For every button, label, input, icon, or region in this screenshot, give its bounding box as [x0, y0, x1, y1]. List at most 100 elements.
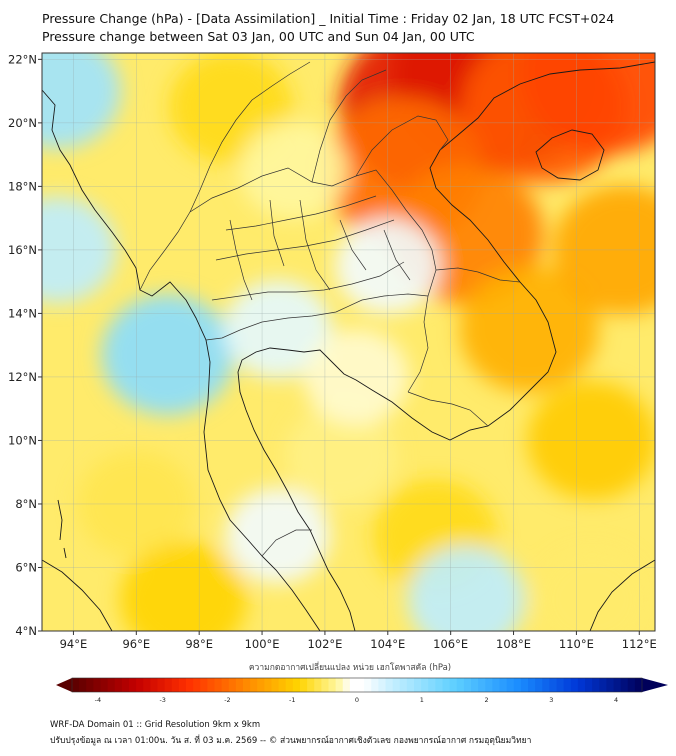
colorbar-segment: [414, 678, 422, 692]
colorbar-segment: [392, 678, 401, 692]
colorbar-segment: [114, 678, 123, 692]
field-cell: [223, 280, 332, 379]
y-tick-label: 22°N: [8, 52, 37, 66]
field-cell: [42, 53, 122, 149]
sumatra-coast: [42, 559, 113, 631]
colorbar-segment: [136, 678, 144, 692]
colorbar-segment: [72, 678, 80, 692]
colorbar-segment: [335, 678, 344, 692]
colorbar-tick-label: 2: [484, 696, 488, 704]
colorbar-segment: [300, 678, 308, 692]
field-cell: [225, 487, 331, 584]
colorbar-segment: [129, 678, 137, 692]
colorbar-segment: [577, 678, 586, 692]
colorbar-segment: [428, 678, 436, 692]
colorbar-segment: [264, 678, 273, 692]
colorbar-segment: [342, 678, 351, 692]
x-tick-label: 112°E: [622, 637, 657, 651]
colorbar-tick-label: 3: [549, 696, 553, 704]
colorbar-tick-label: 0: [355, 696, 359, 704]
y-tick-label: 18°N: [8, 179, 37, 193]
y-tick-label: 20°N: [8, 116, 37, 130]
colorbar-segment: [549, 678, 558, 692]
thai-gulf-coastline: [237, 61, 655, 631]
colorbar-segment: [613, 678, 622, 692]
y-tick-label: 6°N: [15, 560, 37, 574]
colorbar-segment: [93, 678, 102, 692]
country-borders: [139, 61, 521, 557]
colorbar-segment: [314, 678, 322, 692]
colorbar-segment: [100, 678, 109, 692]
colorbar-segment: [627, 678, 636, 692]
colorbar-segment: [499, 678, 508, 692]
colorbar-title: ความกดอากาศเปลี่ยนแปลง หน่วย เฮกโตพาสคัล…: [249, 661, 451, 673]
colorbar-segment: [243, 678, 251, 692]
colorbar-segment: [371, 678, 379, 692]
coastlines-and-borders: [42, 61, 655, 631]
colorbar-segment: [86, 678, 94, 692]
colorbar-segment: [399, 678, 408, 692]
colorbar-segment: [186, 678, 194, 692]
colorbar-segment: [556, 678, 565, 692]
pressure-field: [42, 53, 655, 631]
x-tick-label: 94°E: [60, 637, 88, 651]
colorbar-segment: [606, 678, 615, 692]
colorbar-segment: [193, 678, 201, 692]
y-tick-label: 14°N: [8, 306, 37, 320]
field-blobs: [42, 53, 655, 631]
colorbar-segment: [349, 678, 358, 692]
colorbar-segment: [492, 678, 501, 692]
colorbar-segment: [471, 678, 479, 692]
colorbar-segment: [221, 678, 230, 692]
colorbar-segment: [421, 678, 429, 692]
colorbar-segment: [364, 678, 372, 692]
y-tick-label: 4°N: [15, 624, 37, 638]
y-tick-label: 12°N: [8, 370, 37, 384]
colorbar-segment: [235, 678, 244, 692]
x-axis-ticks: 94°E 96°E 98°E 100°E 102°E 104°E 106°E 108°E 110…: [60, 631, 657, 651]
colorbar-segment: [406, 678, 415, 692]
colorbar-tick-label: -4: [95, 696, 101, 704]
colorbar-segment: [278, 678, 287, 692]
colorbar-segment: [328, 678, 337, 692]
colorbar-segment: [107, 678, 116, 692]
x-tick-label: 106°E: [433, 637, 468, 651]
x-tick-label: 102°E: [307, 637, 342, 651]
update-credit: ปรับปรุงข้อมูล ณ เวลา 01:00น. วัน ส. ที่…: [50, 736, 532, 746]
colorbar-segment: [456, 678, 465, 692]
field-cell: [459, 266, 599, 393]
field-cell: [534, 547, 650, 631]
colorbar-segment: [164, 678, 173, 692]
field-cell: [101, 294, 235, 416]
model-info: WRF-DA Domain 01 :: Grid Resolution 9km …: [50, 720, 261, 730]
colorbar-segment: [285, 678, 294, 692]
colorbar-segment: [535, 678, 543, 692]
colorbar-segment: [442, 678, 451, 692]
colorbar-segment: [171, 678, 180, 692]
colorbar-segment: [200, 678, 208, 692]
colorbar-tick-label: 4: [614, 696, 618, 704]
field-cell: [521, 53, 655, 154]
x-tick-label: 108°E: [496, 637, 531, 651]
colorbar-segment: [620, 678, 629, 692]
colorbar-tick-label: -1: [289, 696, 295, 704]
x-tick-label: 100°E: [245, 637, 280, 651]
colorbar-segment: [157, 678, 166, 692]
colorbar-segment: [513, 678, 522, 692]
field-cell: [239, 121, 348, 220]
x-tick-label: 104°E: [370, 637, 405, 651]
colorbar-tick-label: 1: [420, 696, 424, 704]
colorbar-segment: [257, 678, 265, 692]
colorbar-segment: [271, 678, 280, 692]
colorbar-segment: [506, 678, 515, 692]
colorbar-segment: [542, 678, 550, 692]
colorbar-min-arrow: [56, 678, 72, 692]
colorbar-segment: [228, 678, 237, 692]
x-tick-label: 98°E: [185, 637, 213, 651]
field-cell: [284, 405, 397, 507]
colorbar-segment: [463, 678, 472, 692]
colorbar-segment: [585, 678, 593, 692]
colorbar-max-arrow: [642, 678, 668, 692]
map-subtitle: Pressure change between Sat 03 Jan, 00 U…: [42, 29, 475, 44]
